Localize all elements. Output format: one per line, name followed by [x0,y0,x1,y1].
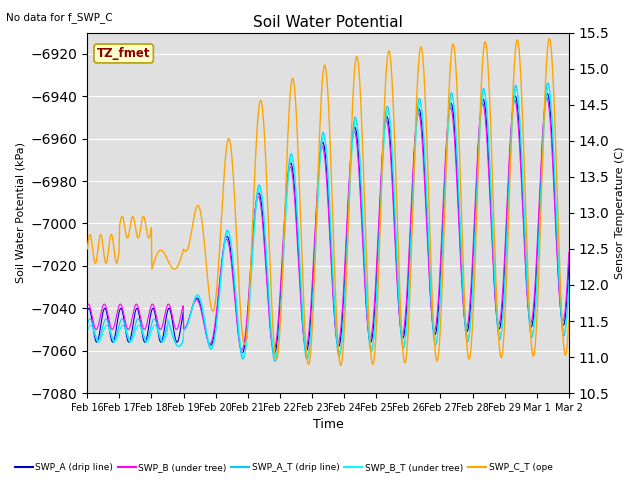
Text: No data for f_SWP_C: No data for f_SWP_C [6,12,113,23]
Legend: SWP_A (drip line), SWP_B (under tree), SWP_A_T (drip line), SWP_B_T (under tree): SWP_A (drip line), SWP_B (under tree), S… [11,459,556,476]
X-axis label: Time: Time [313,419,344,432]
Y-axis label: Soil Water Potential (kPa): Soil Water Potential (kPa) [15,143,25,283]
Title: Soil Water Potential: Soil Water Potential [253,15,403,30]
Text: TZ_fmet: TZ_fmet [97,47,150,60]
Y-axis label: Sensor Temperature (C): Sensor Temperature (C) [615,146,625,279]
